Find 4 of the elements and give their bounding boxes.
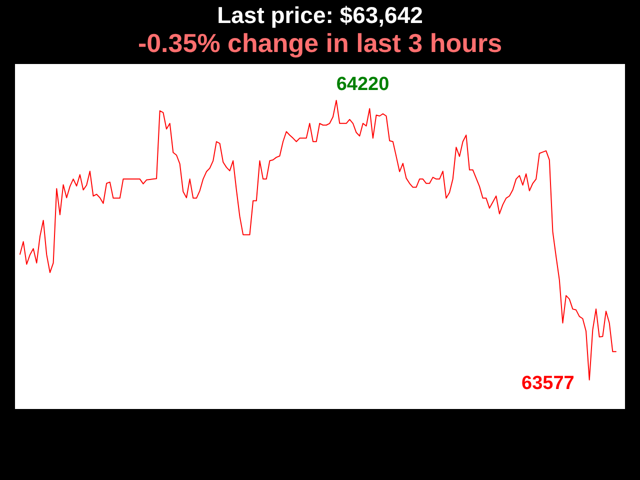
- chart-title: Last price: $63,642: [216, 2, 424, 29]
- data-label: 63577: [522, 373, 574, 394]
- data-label: 64220: [336, 74, 390, 96]
- chart-subtitle: -0.35% change in last 3 hours: [136, 28, 504, 58]
